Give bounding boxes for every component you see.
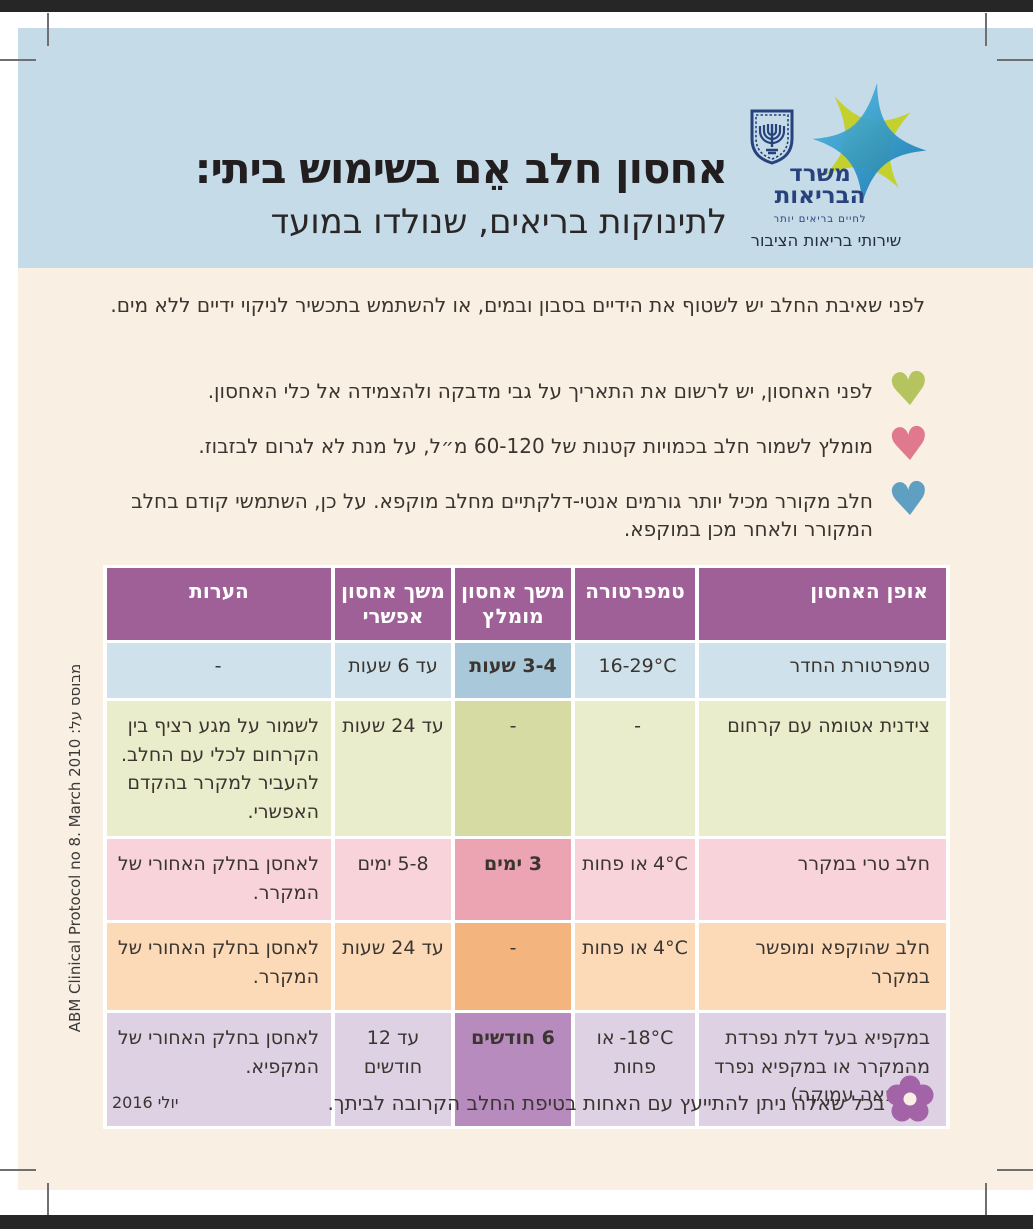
bullet-chilled-first: ♥ חלב מקורר מכיל יותר גורמים אנטי-דלקתיי… xyxy=(111,470,932,543)
page-subtitle: לתינוקות בריאים, שנולדו במועד xyxy=(270,202,727,242)
temperature-suffix: או פחות xyxy=(596,1027,656,1078)
cell-temperature: 4°Cאו פחות xyxy=(575,923,695,1010)
cell-method: צידנית אטומה עם קרחום xyxy=(699,701,946,836)
ministry-star-icon xyxy=(798,82,940,224)
temperature-value: - xyxy=(634,715,641,737)
source-note: מבוסס על: ABM Clinical Protocol no 8. Ma… xyxy=(66,663,84,1033)
cell-method: חלב טרי במקרר xyxy=(699,839,946,920)
column-header-method: אופן האחסון xyxy=(699,568,946,640)
heart-icon: ♥ xyxy=(886,360,932,418)
cell-possible: עד 24 שעות xyxy=(335,701,451,836)
public-health-services-label: שירותי בריאות הציבור xyxy=(750,231,902,250)
column-header-notes: הערות xyxy=(107,568,331,640)
bullet-text: מומלץ לשמור חלב בכמויות קטנות של 60-120 … xyxy=(198,434,873,458)
table-row-freezer: במקפיא בעל דלת נפרדת מהמקרר או במקפיא נפ… xyxy=(107,1013,946,1126)
table-row-fresh-refrigerator: חלב טרי במקרר 4°Cאו פחות 3 ימים 5-8 ימים… xyxy=(107,839,946,920)
cell-notes: לאחסן בחלק האחורי של המקפיא. xyxy=(107,1013,331,1126)
column-header-temperature: טמפרטורה xyxy=(575,568,695,640)
cell-recommended: - xyxy=(455,701,571,836)
israel-state-emblem-icon xyxy=(747,109,797,169)
bullet-text: לפני האחסון, יש לרשום את התאריך על גבי מ… xyxy=(207,379,873,403)
bullet-text: חלב מקורר מכיל יותר גורמים אנטי-דלקתיים … xyxy=(131,489,873,541)
cell-method: חלב שהוקפא ומופשר במקרר xyxy=(699,923,946,1010)
ministry-name-line1: משרד xyxy=(789,161,851,187)
storage-table: אופן האחסון טמפרטורה משך אחסון מומלץ משך… xyxy=(103,565,950,1129)
crop-mark xyxy=(997,1169,1033,1171)
table-row-room-temperature: טמפרטורת החדר 16-29°C 3-4 שעות עד 6 שעות… xyxy=(107,643,946,698)
bullet-labeling: ♥ לפני האחסון, יש לרשום את התאריך על גבי… xyxy=(207,360,932,418)
cell-possible: עד 24 שעות xyxy=(335,923,451,1010)
cell-recommended: - xyxy=(455,923,571,1010)
cell-notes: לאחסן בחלק האחורי של המקרר. xyxy=(107,839,331,920)
cell-recommended: 3-4 שעות xyxy=(455,643,571,698)
cell-temperature: - xyxy=(575,701,695,836)
cell-notes: - xyxy=(107,643,331,698)
page-title: אחסון חלב אֵם בשימוש ביתי: xyxy=(194,144,728,193)
cell-method: טמפרטורת החדר xyxy=(699,643,946,698)
cell-possible: עד 12 חודשים xyxy=(335,1013,451,1126)
crop-mark xyxy=(47,1183,49,1215)
crop-mark xyxy=(985,1183,987,1215)
temperature-suffix: או פחות xyxy=(582,853,648,875)
column-header-recommended: משך אחסון מומלץ xyxy=(455,568,571,640)
cell-possible: עד 6 שעות xyxy=(335,643,451,698)
flower-icon xyxy=(886,1074,934,1128)
crop-mark xyxy=(0,59,36,61)
cell-recommended: 3 ימים xyxy=(455,839,571,920)
temperature-value: 4°C xyxy=(653,853,688,875)
cell-temperature: -18°Cאו פחות xyxy=(575,1013,695,1126)
bullet-quantities: ♥ מומלץ לשמור חלב בכמויות קטנות של 60-12… xyxy=(198,415,932,473)
cell-notes: לשמור על מגע רציף בין הקרחום לכלי עם החל… xyxy=(107,701,331,836)
temperature-value: 16-29°C xyxy=(598,655,677,677)
cell-temperature: 16-29°C xyxy=(575,643,695,698)
heart-icon: ♥ xyxy=(886,470,932,528)
table-row-thawed-refrigerator: חלב שהוקפא ומופשר במקרר 4°Cאו פחות - עד … xyxy=(107,923,946,1010)
ministry-name-line2: הבריאות xyxy=(774,182,866,209)
intro-text: לפני שאיבת החלב יש לשטוף את הידיים בסבון… xyxy=(110,293,925,317)
cell-recommended: 6 חודשים xyxy=(455,1013,571,1126)
cell-possible: 5-8 ימים xyxy=(335,839,451,920)
cell-notes: לאחסן בחלק האחורי של המקרר. xyxy=(107,923,331,1010)
cell-temperature: 4°Cאו פחות xyxy=(575,839,695,920)
table-row-cooler: צידנית אטומה עם קרחום - - עד 24 שעות לשמ… xyxy=(107,701,946,836)
ministry-name: משרד הבריאות xyxy=(770,161,870,209)
crop-mark xyxy=(0,1169,36,1171)
crop-mark xyxy=(985,13,987,46)
crop-mark xyxy=(47,13,49,46)
crop-mark xyxy=(997,59,1033,61)
table-header-row: אופן האחסון טמפרטורה משך אחסון מומלץ משך… xyxy=(107,568,946,640)
temperature-suffix: או פחות xyxy=(582,937,648,959)
temperature-value: 4°C xyxy=(653,937,688,959)
ministry-tagline: לחיים בריאים יותר xyxy=(773,214,867,225)
footer-advice: בכל שאלה ניתן להתייעץ עם האחות בטיפת החל… xyxy=(327,1091,885,1115)
heart-icon: ♥ xyxy=(886,415,932,473)
column-header-possible: משך אחסון אפשרי xyxy=(335,568,451,640)
publication-date: יולי 2016 xyxy=(112,1093,179,1112)
temperature-value: -18°C xyxy=(619,1027,674,1049)
cell-method: במקפיא בעל דלת נפרדת מהמקרר או במקפיא נפ… xyxy=(699,1013,946,1126)
